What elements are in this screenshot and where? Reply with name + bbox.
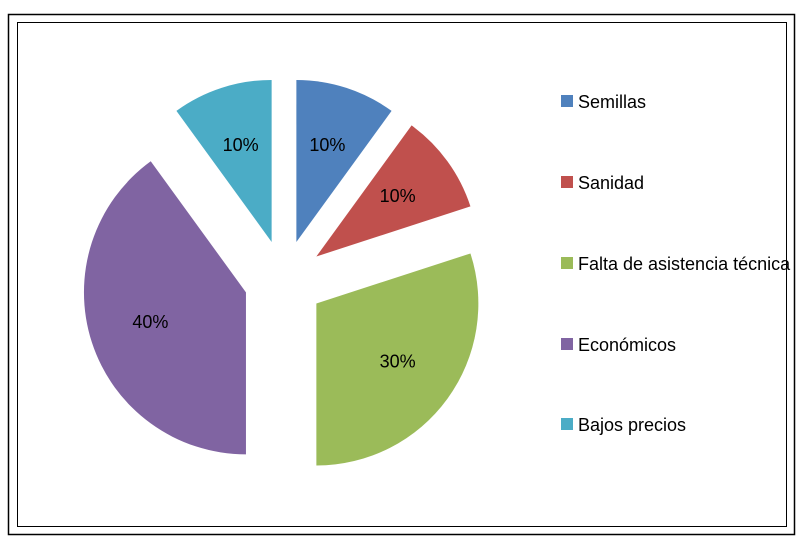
data-label: 40% <box>132 312 168 332</box>
legend-item: Económicos <box>561 330 791 360</box>
pie-slice <box>316 125 471 257</box>
legend-label: Bajos precios <box>578 415 687 435</box>
pie-slice <box>83 161 246 455</box>
data-label: 30% <box>380 351 416 371</box>
legend-swatch <box>561 176 573 188</box>
data-label: 10% <box>223 135 259 155</box>
legend-item: Sanidad <box>561 168 791 198</box>
legend-swatch <box>561 95 573 107</box>
data-label: 10% <box>380 186 416 206</box>
pie-slice <box>316 253 479 466</box>
legend-swatch <box>561 338 573 350</box>
legend-swatch <box>561 418 573 430</box>
pie-slice <box>176 79 272 242</box>
legend-item: Falta de asistencia técnica <box>561 249 791 279</box>
legend-swatch <box>561 257 573 269</box>
outer-frame <box>7 13 796 536</box>
inner-frame <box>17 22 787 527</box>
data-label: 10% <box>309 135 345 155</box>
legend-label: Semillas <box>578 92 647 112</box>
pie-slice <box>296 79 392 242</box>
legend-item: Semillas <box>561 87 791 117</box>
legend-label: Económicos <box>578 335 677 355</box>
legend-label: Falta de asistencia técnica <box>578 254 791 274</box>
legend-item: Bajos precios <box>561 410 791 440</box>
legend-label: Sanidad <box>578 173 645 193</box>
